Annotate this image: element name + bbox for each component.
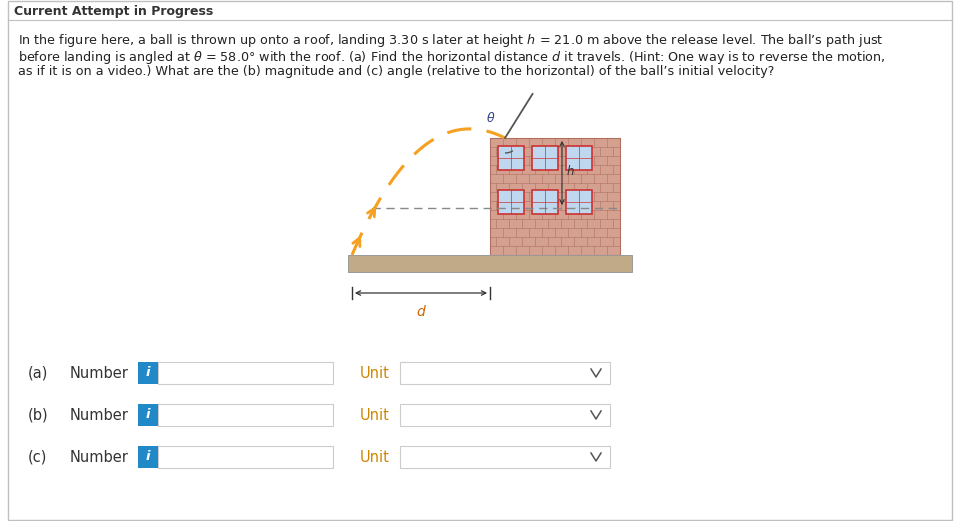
Text: i: i xyxy=(146,408,151,421)
Bar xyxy=(138,404,158,426)
Bar xyxy=(532,190,558,214)
Text: (a): (a) xyxy=(28,366,48,380)
Text: before landing is angled at $\theta$ = 58.0° with the roof. (a) Find the horizon: before landing is angled at $\theta$ = 5… xyxy=(18,49,885,66)
Bar xyxy=(490,138,620,255)
Text: Number: Number xyxy=(70,450,129,465)
Bar xyxy=(566,190,592,214)
Text: In the figure here, a ball is thrown up onto a roof, landing 3.30 s later at hei: In the figure here, a ball is thrown up … xyxy=(18,32,883,49)
Bar xyxy=(400,362,610,384)
Text: Unit: Unit xyxy=(360,450,390,465)
Text: as if it is on a video.) What are the (b) magnitude and (c) angle (relative to t: as if it is on a video.) What are the (b… xyxy=(18,65,775,78)
Text: Unit: Unit xyxy=(360,366,390,380)
Text: i: i xyxy=(146,451,151,464)
Bar xyxy=(498,146,524,170)
Bar xyxy=(498,190,524,214)
Bar xyxy=(158,446,333,468)
Text: Number: Number xyxy=(70,407,129,423)
Bar xyxy=(532,146,558,170)
Text: Unit: Unit xyxy=(360,407,390,423)
Text: Number: Number xyxy=(70,366,129,380)
Text: $d$: $d$ xyxy=(416,304,426,319)
Bar xyxy=(400,404,610,426)
Bar xyxy=(348,255,632,272)
Text: Current Attempt in Progress: Current Attempt in Progress xyxy=(14,5,213,18)
Bar xyxy=(138,362,158,384)
Bar xyxy=(566,146,592,170)
Text: (c): (c) xyxy=(28,450,47,465)
Bar xyxy=(400,446,610,468)
Bar xyxy=(158,404,333,426)
Text: $h$: $h$ xyxy=(566,164,575,178)
Text: (b): (b) xyxy=(28,407,49,423)
Bar xyxy=(158,362,333,384)
Text: i: i xyxy=(146,366,151,379)
Text: $\theta$: $\theta$ xyxy=(487,111,495,125)
Bar xyxy=(138,446,158,468)
